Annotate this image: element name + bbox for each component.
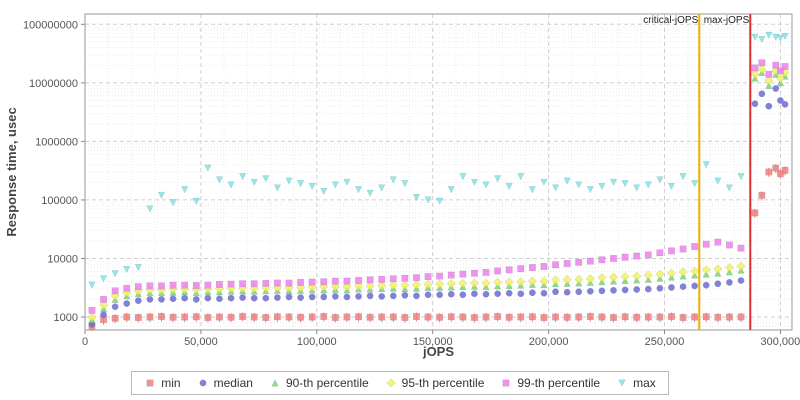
series-max: [88, 31, 789, 289]
series-median: [88, 85, 789, 328]
legend-item-label: median: [213, 376, 253, 390]
y-tick-label: 1000: [54, 312, 78, 324]
max-jOPS-label: max-jOPS: [704, 15, 750, 26]
series-min: [88, 164, 789, 332]
legend-item-99-th-percentile: 99-th percentile: [500, 376, 600, 390]
y-tick-label: 100000: [41, 195, 78, 207]
legend-item-label: 99-th percentile: [517, 376, 601, 390]
y-tick-label: 10000000: [29, 78, 78, 90]
series-90-th-percentile: [88, 68, 789, 324]
square-marker-icon: [146, 379, 154, 387]
x-tick-label: 250,000: [645, 336, 685, 348]
x-tick-label: 300,000: [761, 336, 800, 348]
legend-item-90-th-percentile: 90-th percentile: [269, 376, 369, 390]
x-tick-label: 200,000: [529, 336, 569, 348]
diamond-marker-icon: [386, 378, 396, 388]
y-tick-label: 100000000: [23, 19, 78, 31]
legend-item-max: max: [616, 376, 656, 390]
legend-item-label: 95-th percentile: [401, 376, 485, 390]
triangle-up-marker-icon: [271, 379, 279, 387]
legend-item-label: min: [161, 376, 181, 390]
series-99-th-percentile: [88, 59, 789, 314]
legend-item-label: 90-th percentile: [285, 376, 369, 390]
x-tick-label: 0: [82, 336, 88, 348]
y-tick-label: 10000: [47, 253, 78, 265]
critical-jOPS-label: critical-jOPS: [643, 15, 698, 26]
legend-item-label: max: [633, 376, 656, 390]
y-axis-label: Response time, usec: [4, 107, 19, 236]
legend-box: min median 90-th percentile 95-th percentil…: [131, 371, 669, 395]
x-tick-label: 50,000: [184, 336, 218, 348]
series-95-th-percentile: [87, 64, 790, 322]
x-tick-label: 150,000: [413, 336, 453, 348]
legend-item-median: median: [197, 376, 253, 390]
legend-item-min: min: [144, 376, 181, 390]
legend: min median 90-th percentile 95-th percentil…: [0, 371, 800, 395]
x-tick-label: 100,000: [297, 336, 337, 348]
triangle-down-marker-icon: [618, 379, 626, 387]
chart-plot: 0 50,000 100,000 150,000 200,000 250,000 300,0…: [4, 13, 800, 359]
x-axis-label: jOPS: [422, 344, 454, 359]
circle-marker-icon: [199, 379, 207, 387]
square-marker-icon: [502, 379, 510, 387]
legend-item-95-th-percentile: 95-th percentile: [385, 376, 485, 390]
y-tick-label: 1000000: [35, 136, 78, 148]
